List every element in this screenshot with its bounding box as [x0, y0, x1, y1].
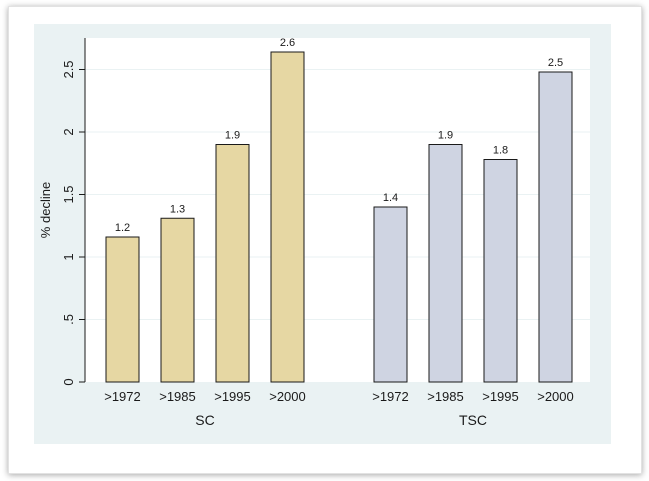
y-tick-label: 1.5 [61, 185, 76, 203]
y-tick-label: 0 [61, 378, 76, 385]
bar-tsc-3 [538, 71, 573, 383]
y-tick-label: 2 [61, 128, 76, 135]
y-tick-label: 2.5 [61, 60, 76, 78]
y-tick-label: 1 [61, 253, 76, 260]
x-category-label: >1985 [427, 389, 464, 404]
bar-value-label: 1.9 [438, 130, 453, 142]
y-axis-label: % decline [38, 182, 53, 238]
bar-tsc-2 [483, 159, 518, 383]
x-category-label: >2000 [269, 389, 306, 404]
x-axis-labels: >1972 >1985 >1995 >2000 SC >1972 >1985 >1995 >20… [104, 389, 574, 428]
bar-tsc-1 [428, 144, 463, 383]
x-category-label: >1995 [214, 389, 251, 404]
bar-value-label: 1.3 [170, 203, 185, 215]
bar-value-label: 1.4 [383, 192, 398, 204]
bar-tsc-0 [373, 206, 408, 383]
x-category-label: >1995 [482, 389, 519, 404]
bar-value-label: 2.5 [548, 57, 563, 69]
x-category-label: >2000 [537, 389, 574, 404]
x-category-label: >1972 [372, 389, 409, 404]
bar-value-label: 2.6 [280, 37, 295, 49]
bar-sc-2 [215, 144, 250, 383]
bar-sc-3 [270, 51, 305, 383]
bar-value-label: 1.9 [225, 130, 240, 142]
bars: 1.2 1.3 1.9 2.6 1.4 1.9 1.8 2.5 [105, 37, 573, 383]
x-category-label: >1972 [104, 389, 141, 404]
bar-sc-1 [160, 217, 195, 383]
x-group-label: SC [195, 412, 214, 428]
bar-value-label: 1.8 [493, 145, 508, 157]
y-tick-label: .5 [61, 314, 76, 325]
y-axis: 0 .5 1 1.5 2 2.5 [61, 38, 86, 386]
bar-sc-0 [105, 236, 140, 383]
x-group-label: TSC [459, 412, 487, 428]
x-category-label: >1985 [159, 389, 196, 404]
bar-value-label: 1.2 [115, 222, 130, 234]
